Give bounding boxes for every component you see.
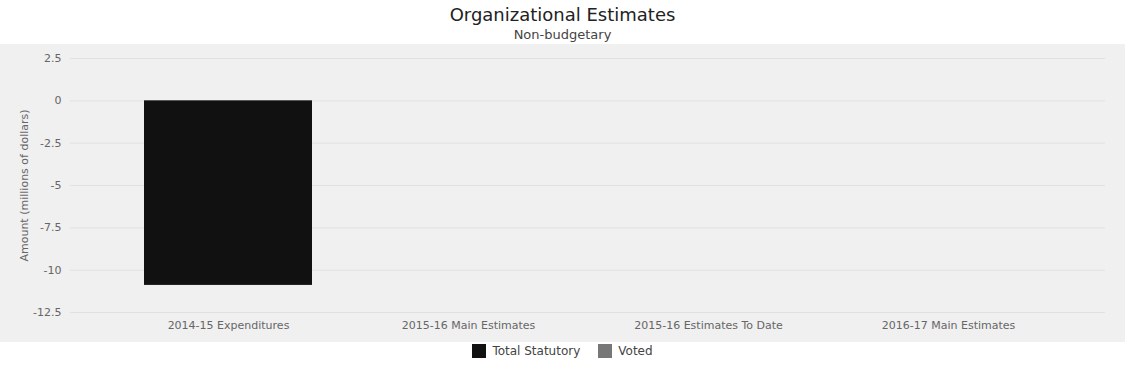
html-text:Voted: Voted — [618, 344, 653, 358]
html-text:Total Statutory: Total Statutory — [492, 344, 581, 358]
html-text:Organizational Estimates: Organizational Estimates — [449, 4, 676, 25]
svg-text:2015-16 Estimates To Date: 2015-16 Estimates To Date — [634, 319, 783, 332]
svg-text:0: 0 — [55, 94, 62, 107]
svg-text:-10: -10 — [44, 264, 62, 277]
svg-text:2016-17 Main Estimates: 2016-17 Main Estimates — [882, 319, 1016, 332]
svg-text:-2.5: -2.5 — [40, 137, 61, 150]
svg-text:2015-16 Main Estimates: 2015-16 Main Estimates — [402, 319, 536, 332]
svg-text:2.5: 2.5 — [44, 52, 62, 65]
svg-text:-12.5: -12.5 — [33, 306, 61, 319]
svg-text:2014-15 Expenditures: 2014-15 Expenditures — [168, 319, 290, 332]
svg-text:-5: -5 — [51, 179, 62, 192]
html-text:Non-budgetary: Non-budgetary — [513, 27, 612, 42]
svg-text:-7.5: -7.5 — [40, 221, 61, 234]
svg-text:Amount (millions of dollars): Amount (millions of dollars) — [18, 109, 31, 261]
